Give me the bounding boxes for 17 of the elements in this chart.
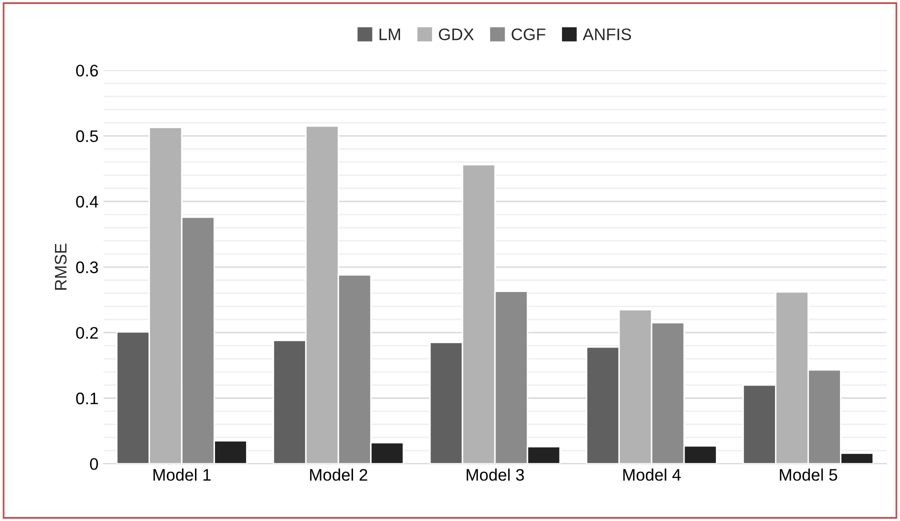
legend-label: CGF xyxy=(512,28,546,40)
y-axis-title: RMSE xyxy=(54,244,67,290)
x-tick-label: Model 4 xyxy=(623,468,681,481)
x-tick-label: Model 5 xyxy=(780,468,838,481)
y-tick-label: 0.5 xyxy=(76,130,98,142)
legend-label: GDX xyxy=(438,28,474,40)
x-tick-label: Model 3 xyxy=(466,468,524,481)
y-tick-label: 0.3 xyxy=(76,261,98,274)
y-tick-label: 0 xyxy=(90,458,98,470)
y-tick-label: 0.1 xyxy=(76,392,98,404)
y-tick-label: 0.4 xyxy=(76,196,98,208)
y-tick-label: 0.2 xyxy=(76,326,98,339)
y-tick-label: 0.6 xyxy=(76,64,98,77)
x-tick-label: Model 1 xyxy=(154,468,211,481)
legend-label: ANFIS xyxy=(582,28,631,40)
x-tick-label: Model 2 xyxy=(310,468,368,481)
legend-label: LM xyxy=(380,28,400,40)
